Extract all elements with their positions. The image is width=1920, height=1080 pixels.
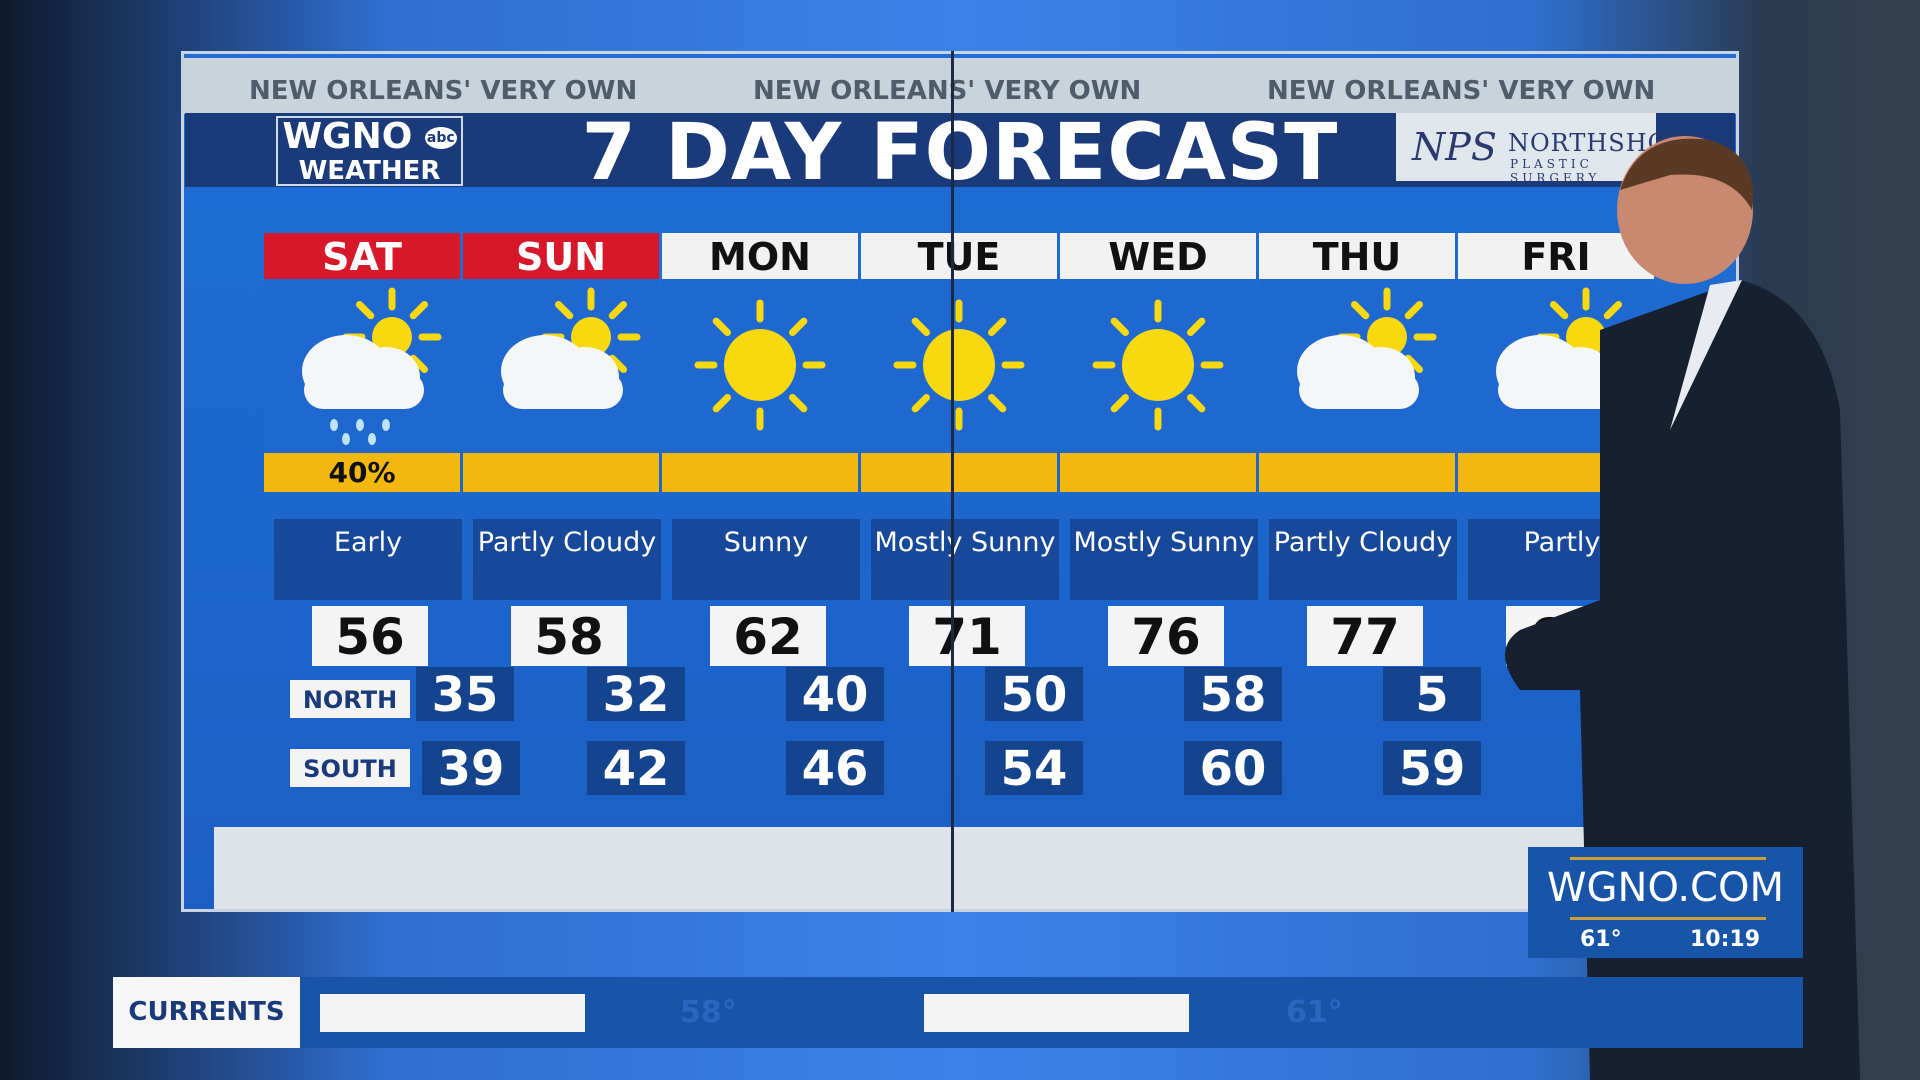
rain-chance	[463, 453, 659, 492]
day-name: THU	[1259, 233, 1455, 279]
condition-text: Partly Cloudy	[473, 519, 661, 600]
currents-slot	[924, 994, 1189, 1032]
sun-icon	[662, 279, 858, 453]
day-column-mon: MON	[662, 233, 858, 492]
day-column-sat: SAT 40%	[264, 233, 460, 492]
south-low: 46	[786, 741, 884, 797]
tagline: NEW ORLEANS' VERY OWN	[753, 76, 1142, 106]
cloud	[1297, 335, 1419, 409]
hair	[1620, 138, 1754, 210]
sponsor-logo: NPS NORTHSHORE PLASTIC SURGERY	[1396, 113, 1705, 185]
condition-text: Mostly Sunny	[1070, 519, 1258, 600]
sun	[893, 299, 1025, 431]
wgno-weather-logo: WGNO abc WEATHER	[276, 116, 463, 186]
gold-line	[1570, 917, 1766, 920]
day-name: SAT	[264, 233, 460, 279]
raindrops	[330, 419, 390, 445]
day-column-wed: WED	[1060, 233, 1256, 492]
partly-cloudy-icon	[1259, 279, 1455, 453]
rain-chance: 40%	[264, 453, 460, 492]
current-temp: 61°	[1580, 927, 1622, 952]
day-name: MON	[662, 233, 858, 279]
cloud	[501, 335, 623, 409]
rain-chance	[861, 453, 1057, 492]
sun	[694, 299, 826, 431]
south-low: 60	[1184, 741, 1282, 797]
sponsor-mark: NPS	[1412, 125, 1497, 169]
day-name: TUE	[861, 233, 1057, 279]
tagline: NEW ORLEANS' VERY OWN	[1267, 76, 1656, 106]
sun-icon	[1060, 279, 1256, 453]
board-footer	[214, 827, 1714, 909]
tagline-strip: NEW ORLEANS' VERY OWN NEW ORLEANS' VERY …	[181, 58, 1739, 114]
sun	[1092, 299, 1224, 431]
gold-line	[1570, 857, 1766, 860]
currents-label: CURRENTS	[113, 977, 300, 1048]
rain-chance	[1060, 453, 1256, 492]
south-label: SOUTH	[290, 749, 410, 787]
partly-cloudy-rain-icon	[264, 279, 460, 453]
day-name: FRI	[1458, 233, 1654, 279]
day-name: SUN	[463, 233, 659, 279]
tagline: NEW ORLEANS' VERY OWN	[249, 76, 638, 106]
north-low: 35	[416, 667, 514, 723]
south-low: 54	[985, 741, 1083, 797]
rain-chance	[662, 453, 858, 492]
day-column-thu: THU	[1259, 233, 1455, 492]
partly-cloudy-icon	[463, 279, 659, 453]
screen-seam	[951, 51, 954, 912]
site-url: WGNO.COM	[1547, 865, 1784, 911]
condition-text: Partly Cloudy	[1269, 519, 1457, 600]
station-bug: WGNO.COM 61° 10:19	[1528, 847, 1803, 958]
day-name: WED	[1060, 233, 1256, 279]
abc-badge: abc	[424, 127, 457, 149]
rain-chance	[1259, 453, 1455, 492]
high-temp: 56	[312, 606, 428, 666]
north-low: 58	[1184, 667, 1282, 723]
condition-text: Mostly Sunny	[871, 519, 1059, 600]
south-low: 42	[587, 741, 685, 797]
condition-text: Early	[274, 519, 462, 600]
north-low: 5	[1383, 667, 1481, 723]
high-temp: 58	[511, 606, 627, 666]
day-column-sun: SUN	[463, 233, 659, 492]
cloud	[302, 335, 424, 409]
high-temp: 71	[909, 606, 1025, 666]
currents-slot	[320, 994, 585, 1032]
day-column-tue: TUE	[861, 233, 1057, 492]
ghost-temp: 61°	[1286, 995, 1343, 1030]
ghost-temp: 58°	[680, 995, 737, 1030]
north-low: 50	[985, 667, 1083, 723]
high-temp: 76	[1108, 606, 1224, 666]
north-low: 40	[786, 667, 884, 723]
page-title: 7 DAY FORECAST	[581, 108, 1339, 198]
sun-icon	[861, 279, 1057, 453]
clock: 10:19	[1690, 927, 1761, 952]
shirt-collar	[1670, 280, 1742, 430]
high-temp: 77	[1307, 606, 1423, 666]
logo-subtext: WEATHER	[298, 156, 441, 186]
south-low: 59	[1383, 741, 1481, 797]
north-low: 32	[587, 667, 685, 723]
south-low: 39	[422, 741, 520, 797]
cloud	[1496, 335, 1618, 409]
logo-text: WGNO	[282, 116, 413, 157]
north-label: NORTH	[290, 680, 410, 718]
condition-text: Sunny	[672, 519, 860, 600]
high-temp: 62	[710, 606, 826, 666]
sponsor-sub: PLASTIC SURGERY	[1510, 157, 1601, 185]
